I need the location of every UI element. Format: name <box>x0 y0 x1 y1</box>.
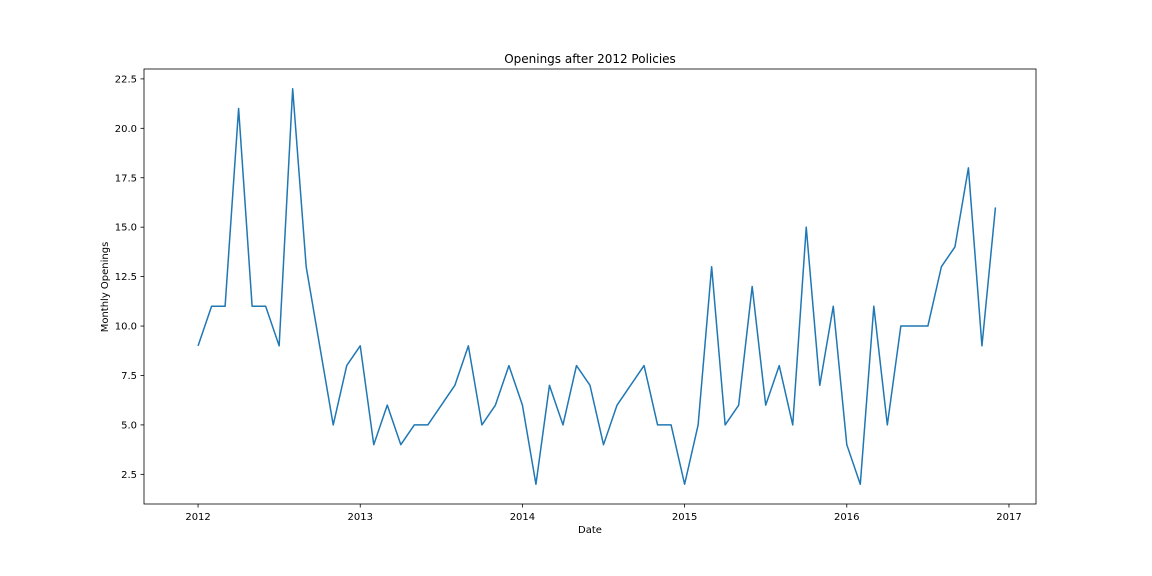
series-group <box>197 88 997 485</box>
x-tick-label: 2012 <box>185 512 210 523</box>
x-axis-ticks: 2012 2013 2014 2015 2016 2017 <box>185 504 1022 523</box>
x-tick-label: 2014 <box>510 512 535 523</box>
y-tick-label: 15.0 <box>115 223 137 234</box>
y-tick-label: 17.5 <box>115 173 137 184</box>
y-tick-label: 5.0 <box>121 420 137 431</box>
y-axis-ticks: 2.5 5.0 7.5 10.0 12.5 15.0 17.5 20.0 22.5 <box>115 74 144 481</box>
y-tick-label: 7.5 <box>121 371 137 382</box>
x-tick-label: 2016 <box>834 512 859 523</box>
series-line <box>197 88 997 485</box>
axes <box>143 68 1037 505</box>
x-tick-label: 2017 <box>996 512 1021 523</box>
y-tick-label: 12.5 <box>115 272 137 283</box>
x-axis-title: Date <box>578 525 602 536</box>
y-tick-label: 20.0 <box>115 124 137 135</box>
y-tick-label: 10.0 <box>115 322 137 333</box>
y-tick-label: 22.5 <box>115 74 137 85</box>
x-tick-label: 2015 <box>672 512 697 523</box>
y-tick-label: 2.5 <box>121 470 137 481</box>
chart-title: Openings after 2012 Policies <box>504 52 676 66</box>
x-tick-label: 2013 <box>348 512 373 523</box>
plot-frame <box>143 68 1037 505</box>
y-axis-title: Monthly Openings <box>100 242 111 333</box>
